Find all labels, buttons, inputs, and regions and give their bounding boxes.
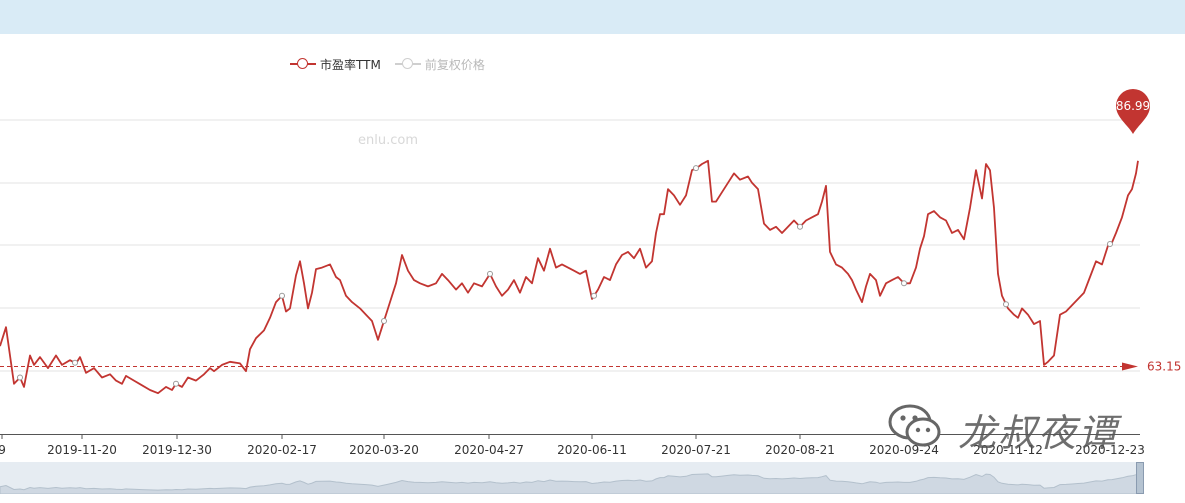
- data-point: [901, 280, 907, 287]
- legend-label-adjusted-price: 前复权价格: [424, 57, 485, 72]
- data-point: [797, 223, 803, 230]
- legend-item-adjusted-price[interactable]: 前复权价格: [394, 56, 485, 73]
- chart-legend: 市盈率TTM 前复权价格: [290, 55, 485, 73]
- brand-watermark: 龙叔夜谭: [958, 411, 1119, 455]
- x-tick-label: 2020-03-20: [349, 443, 419, 457]
- data-point: [381, 318, 387, 324]
- wechat-icon: [888, 404, 941, 447]
- x-tick-label: 2020-02-17: [247, 443, 317, 457]
- top-bar: [0, 0, 1185, 34]
- x-tick-label: 2020-08-21: [765, 443, 835, 457]
- data-point: [487, 270, 493, 277]
- x-tick-label: 2020-11-12: [973, 443, 1043, 457]
- x-tick-label: 2020-04-27: [454, 443, 524, 457]
- legend-line-icon: [290, 58, 316, 70]
- legend-item-pe-ttm[interactable]: 市盈率TTM: [290, 56, 381, 73]
- average-mark-line: 63.15: [0, 359, 1181, 373]
- data-point: [1107, 241, 1113, 247]
- x-tick-label: 2020-12-23: [1075, 443, 1145, 457]
- data-point: [72, 359, 78, 366]
- mark-line-arrow: [1122, 362, 1138, 371]
- watermark: enlu.com: [358, 133, 418, 148]
- mark-point-pin: [1116, 89, 1150, 134]
- chart-grid: [0, 119, 1140, 372]
- data-point: [17, 374, 23, 381]
- data-point: [279, 292, 285, 299]
- datazoom-slider[interactable]: [0, 462, 1143, 495]
- mark-point-label: 86.99: [1116, 99, 1150, 113]
- x-tick-label: 2020-07-21: [661, 443, 731, 457]
- slider-preview-area: [0, 473, 1143, 495]
- x-tick-label: 9: [0, 443, 6, 457]
- x-tick-label: 2020-06-11: [557, 443, 627, 457]
- legend-line-icon: [394, 58, 421, 70]
- data-point: [693, 165, 699, 172]
- max-mark-point: 86.99: [1116, 89, 1150, 134]
- x-axis: 2019-11-20 2019-12-30 2020-02-17 2020-03-20…: [0, 434, 1145, 457]
- data-point: [591, 292, 597, 299]
- x-tick-label: 2020-09-24: [869, 443, 939, 457]
- legend-label-pe-ttm: 市盈率TTM: [320, 57, 381, 72]
- datazoom-handle[interactable]: [1136, 462, 1144, 494]
- pe-line: [0, 159, 1139, 395]
- data-point: [1003, 301, 1009, 308]
- pe-series: [0, 159, 1139, 395]
- mark-line-label: 63.15: [1147, 359, 1181, 373]
- x-tick-label: 2019-12-30: [142, 443, 212, 457]
- data-point: [173, 380, 179, 387]
- x-tick-label: 2019-11-20: [47, 443, 117, 457]
